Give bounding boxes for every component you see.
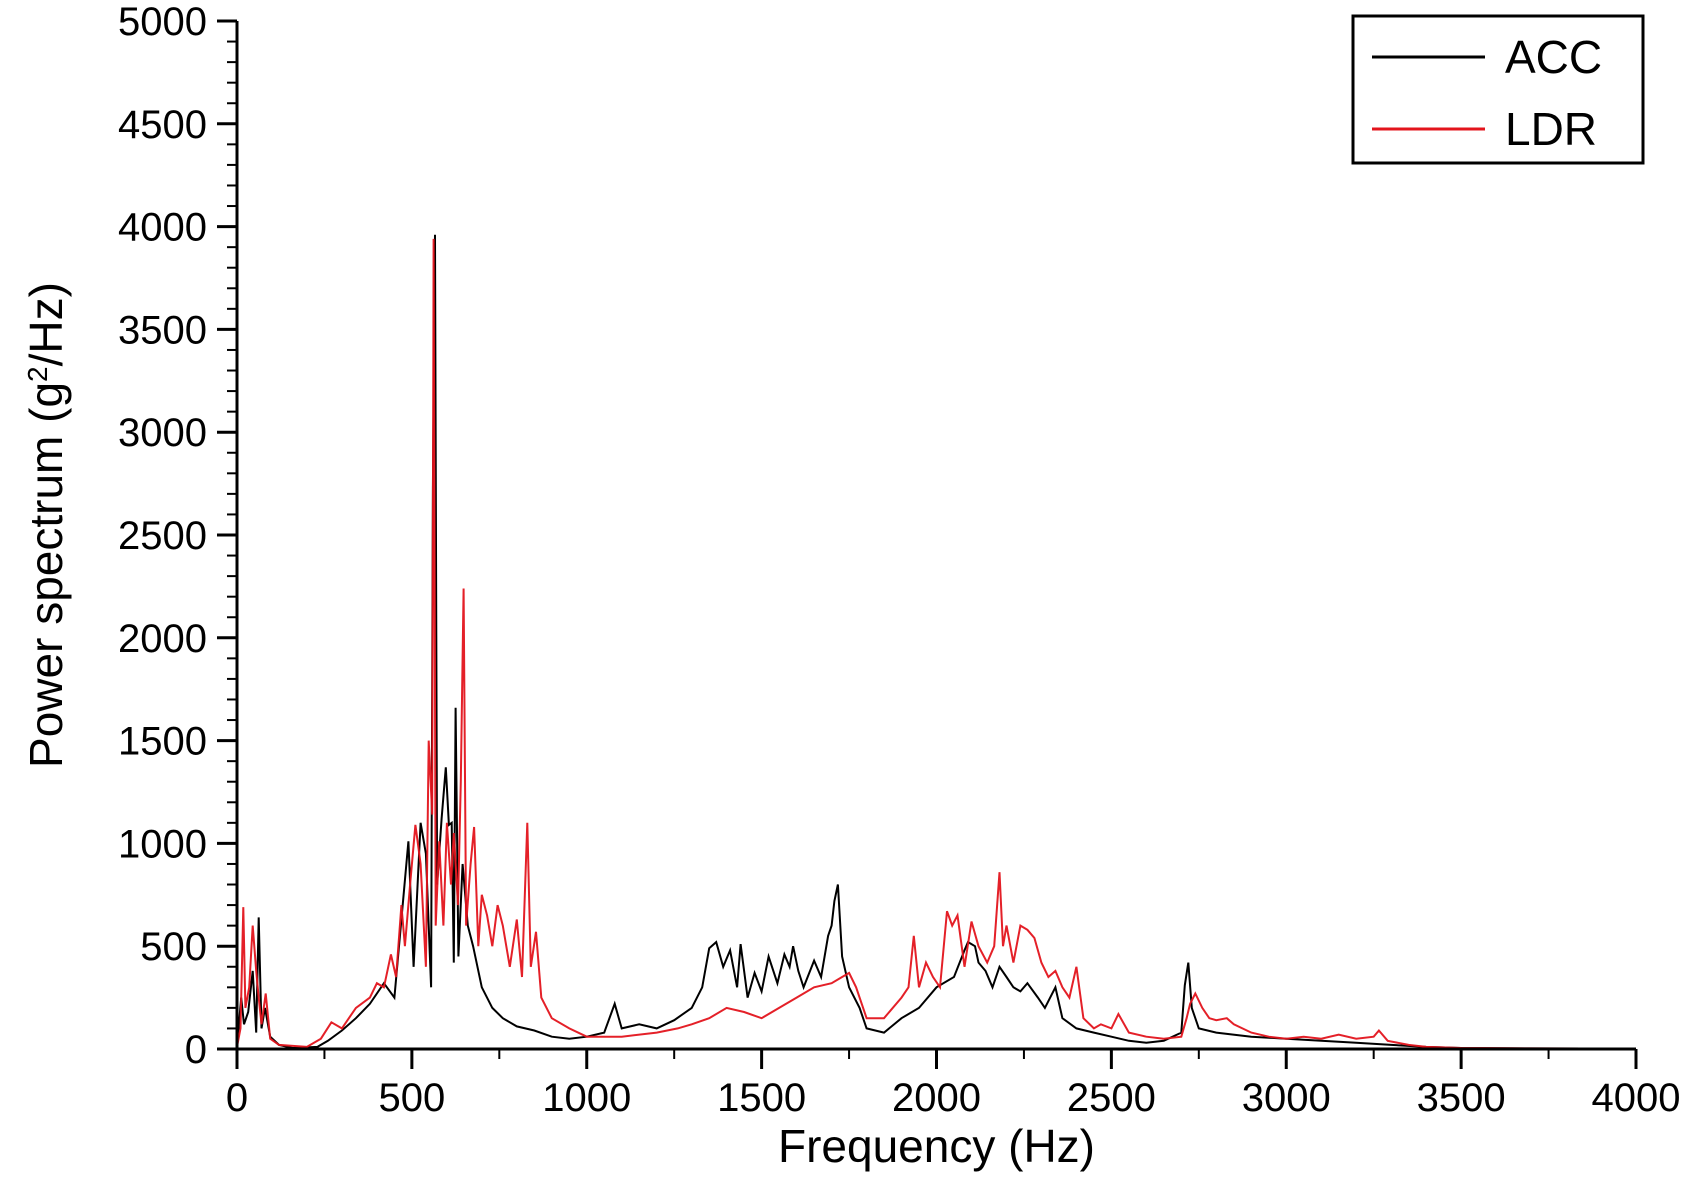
y-tick-label: 1000 <box>118 822 207 866</box>
y-tick-label: 4000 <box>118 206 207 250</box>
y-axis-title-superscript: 2 <box>22 366 53 382</box>
series-line-acc <box>236 234 1637 1050</box>
y-tick-label: 2500 <box>118 514 207 558</box>
y-tick-label: 500 <box>140 925 207 969</box>
y-axis-title-tail: /Hz) <box>20 282 72 366</box>
x-tick-label: 0 <box>226 1076 248 1120</box>
x-tick-label: 3500 <box>1417 1076 1506 1120</box>
legend-frame <box>1351 14 1645 165</box>
y-axis-title-main: Power spectrum (g <box>20 382 72 768</box>
x-tick-label: 1000 <box>542 1076 631 1120</box>
y-tick-label: 5000 <box>118 0 207 44</box>
x-axis-title: Frequency (Hz) <box>778 1120 1095 1172</box>
y-axis-ticks: 0 500 1000 1500 2000 2500 3000 3500 4000 4500 5000 <box>118 0 237 1072</box>
axes-layer: 0500100015002000250030003500400045005000… <box>118 0 1680 1120</box>
x-tick-label: 1500 <box>717 1076 806 1120</box>
x-tick-label: 4000 <box>1592 1076 1681 1120</box>
y-tick-label: 3500 <box>118 308 207 352</box>
y-tick-label: 4500 <box>118 103 207 147</box>
series-layer <box>236 234 1637 1050</box>
y-tick-label: 0 <box>185 1028 207 1072</box>
y-axis-title: Power spectrum (g2/Hz) <box>20 282 72 768</box>
x-tick-label: 500 <box>379 1076 446 1120</box>
x-tick-label: 3000 <box>1242 1076 1331 1120</box>
legend-label-acc: ACC <box>1505 31 1602 83</box>
x-tick-label: 2500 <box>1067 1076 1156 1120</box>
x-tick-label: 2000 <box>892 1076 981 1120</box>
x-axis-ticks: 0 500 1000 1500 2000 2500 3000 3500 4000 <box>226 1049 1681 1120</box>
y-tick-label: 2000 <box>118 617 207 661</box>
y-tick-label: 3000 <box>118 411 207 455</box>
series-line-ldr <box>236 238 1637 1050</box>
y-tick-label: 1500 <box>118 720 207 764</box>
legend-label-ldr: LDR <box>1505 103 1597 155</box>
legend: ACC LDR <box>1351 14 1645 165</box>
